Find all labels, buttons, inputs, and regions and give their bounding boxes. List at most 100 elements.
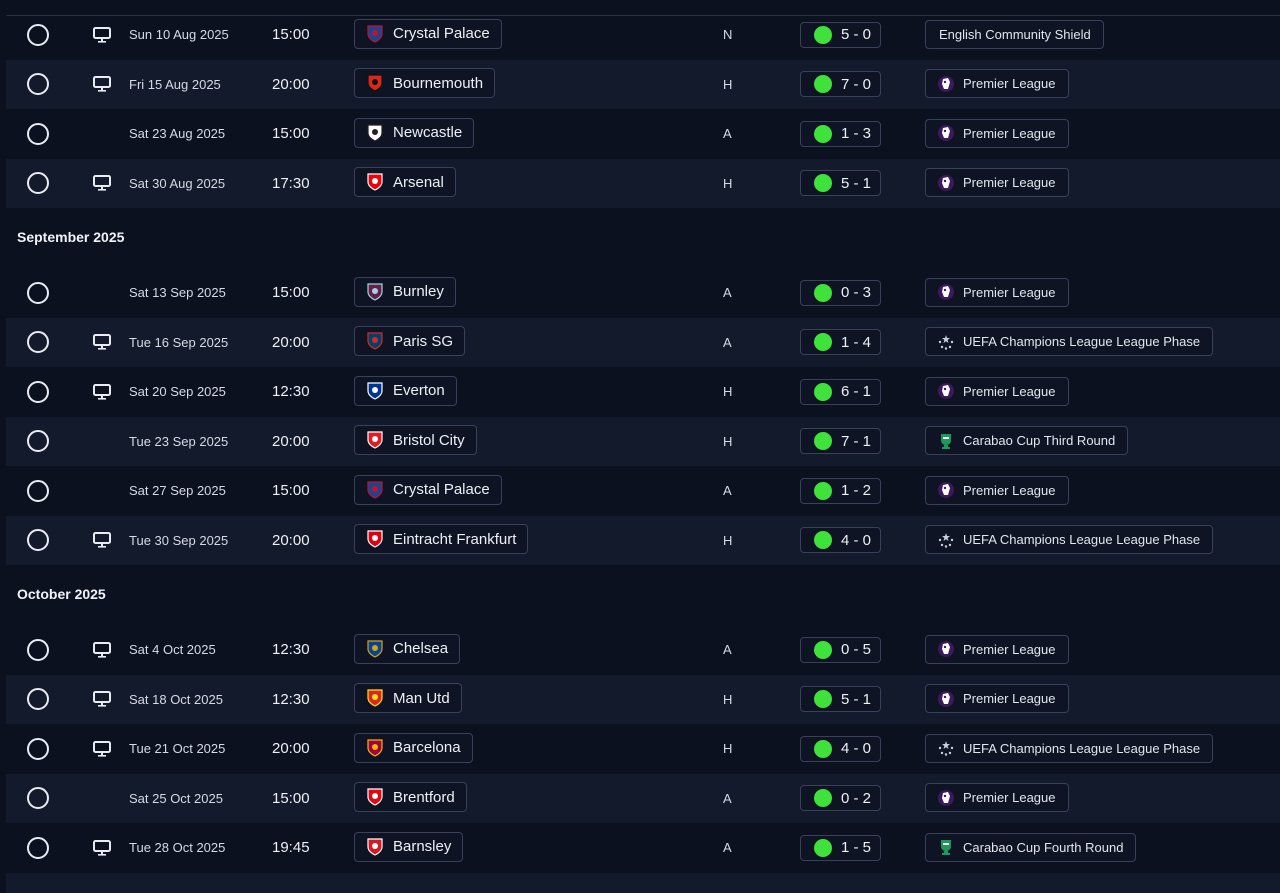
score-text: 1 - 2 [841, 482, 872, 500]
select-radio[interactable] [27, 73, 49, 96]
competition-chip[interactable]: English Community Shield [925, 19, 1104, 49]
select-radio[interactable] [27, 281, 49, 304]
competition-chip[interactable]: Premier League [925, 783, 1069, 813]
opponent-chip[interactable]: Everton [354, 375, 457, 406]
score-chip[interactable]: 0 - 5 [800, 636, 881, 663]
opponent-chip[interactable]: Crystal Palace [354, 18, 502, 49]
match-date: Tue 21 Oct 2025 [129, 741, 226, 757]
competition-name: Carabao Cup Fourth Round [963, 839, 1124, 855]
opponent-chip[interactable]: Eintracht Frankfurt [354, 524, 529, 555]
venue-code: H [723, 433, 733, 449]
opponent-chip[interactable]: Man Utd [354, 683, 462, 714]
select-radio[interactable] [27, 331, 49, 354]
fixture-row[interactable]: Sat 23 Aug 2025 15:00 Newcastle A 1 - 3 Premi… [6, 109, 1280, 159]
fixture-row[interactable]: Sun 10 Aug 2025 15:00 Crystal Palace N 5 - 0… [6, 10, 1280, 60]
select-radio[interactable] [27, 380, 49, 403]
select-radio[interactable] [27, 430, 49, 453]
fixture-row[interactable]: Sat 20 Sep 2025 12:30 Everton H 6 - 1 Premier… [6, 367, 1280, 417]
venue-code: N [723, 27, 733, 43]
fixture-row[interactable]: Tue 28 Oct 2025 19:45 Barnsley A 1 - 5 Caraba… [6, 823, 1280, 873]
opponent-chip[interactable]: Newcastle [354, 117, 475, 148]
competition-chip[interactable]: Premier League [925, 168, 1069, 198]
select-radio[interactable] [27, 172, 49, 195]
score-chip[interactable]: 6 - 1 [800, 378, 881, 405]
select-radio[interactable] [27, 23, 49, 46]
fixture-row[interactable]: Sat 18 Oct 2025 12:30 Man Utd H 5 - 1 Premier… [6, 674, 1280, 724]
score-chip[interactable]: 4 - 0 [800, 735, 881, 762]
competition-chip[interactable]: UEFA Champions League League Phase [925, 327, 1214, 357]
result-win-dot-icon [814, 690, 832, 709]
select-radio[interactable] [27, 479, 49, 502]
score-chip[interactable]: 1 - 2 [800, 477, 881, 504]
premier-league-icon [937, 690, 955, 708]
score-chip[interactable]: 1 - 4 [800, 329, 881, 356]
month-header: October 2025 [6, 565, 1280, 625]
opponent-chip[interactable]: Bournemouth [354, 68, 496, 99]
competition-name: Premier League [963, 790, 1056, 806]
opponent-chip[interactable]: Chelsea [354, 633, 461, 664]
competition-chip[interactable]: UEFA Champions League League Phase [925, 733, 1214, 763]
carabao-cup-icon [937, 432, 955, 450]
competition-chip[interactable]: Premier League [925, 684, 1069, 714]
fixture-row[interactable]: Tue 23 Sep 2025 20:00 Bristol City H 7 - 1 Ca… [6, 416, 1280, 466]
select-radio[interactable] [27, 787, 49, 810]
select-radio[interactable] [27, 638, 49, 661]
opponent-chip[interactable]: Crystal Palace [354, 474, 502, 505]
opponent-chip[interactable]: Barcelona [354, 732, 473, 763]
opponent-chip[interactable]: Arsenal [354, 167, 456, 198]
select-radio[interactable] [27, 836, 49, 859]
score-text: 5 - 1 [841, 690, 872, 708]
select-radio[interactable] [27, 737, 49, 760]
opponent-chip[interactable]: Bristol City [354, 425, 477, 456]
barcelona-crest-icon [365, 738, 385, 758]
newcastle-crest-icon [365, 123, 385, 143]
match-date: Sat 18 Oct 2025 [129, 691, 223, 707]
competition-chip[interactable]: Carabao Cup Third Round [925, 426, 1129, 456]
select-radio[interactable] [27, 688, 49, 711]
fixture-row[interactable]: Tue 30 Sep 2025 20:00 Eintracht Frankfurt H… [6, 515, 1280, 565]
opponent-name: Bristol City [393, 431, 465, 449]
fixture-row[interactable]: Sat 4 Oct 2025 12:30 Chelsea A 0 - 5 Premier … [6, 625, 1280, 675]
score-chip[interactable]: 7 - 0 [800, 71, 881, 98]
competition-chip[interactable]: Premier League [925, 277, 1069, 307]
match-time: 15:00 [272, 125, 310, 143]
fixture-row[interactable]: Sat 30 Aug 2025 17:30 Arsenal H 5 - 1 Premier… [6, 158, 1280, 208]
fixture-row[interactable]: Sat 25 Oct 2025 15:00 Brentford A 0 - 2 Premi… [6, 773, 1280, 823]
competition-chip[interactable]: Premier League [925, 118, 1069, 148]
opponent-chip[interactable]: Burnley [354, 276, 456, 307]
score-chip[interactable]: 5 - 1 [800, 686, 881, 713]
score-chip[interactable]: 0 - 3 [800, 279, 881, 306]
score-text: 5 - 0 [841, 26, 872, 44]
competition-chip[interactable]: Carabao Cup Fourth Round [925, 832, 1137, 862]
fixture-row[interactable]: Sat 13 Sep 2025 15:00 Burnley A 0 - 3 Premier… [6, 268, 1280, 318]
result-win-dot-icon [814, 531, 832, 550]
fixture-row[interactable]: Tue 16 Sep 2025 20:00 Paris SG A 1 - 4 UEFA C… [6, 317, 1280, 367]
competition-chip[interactable]: Premier League [925, 69, 1069, 99]
venue-code: H [723, 532, 733, 548]
score-chip[interactable]: 1 - 3 [800, 120, 881, 147]
opponent-chip[interactable]: Barnsley [354, 831, 464, 862]
opponent-chip[interactable]: Paris SG [354, 326, 466, 357]
select-radio[interactable] [27, 529, 49, 552]
fixture-row[interactable]: Sat 27 Sep 2025 15:00 Crystal Palace A 1 - 2… [6, 466, 1280, 516]
score-chip[interactable]: 5 - 1 [800, 170, 881, 197]
match-time: 20:00 [272, 432, 310, 450]
fixture-row[interactable]: Tue 21 Oct 2025 20:00 Barcelona H 4 - 0 UEFA … [6, 724, 1280, 774]
competition-name: Carabao Cup Third Round [963, 433, 1116, 449]
opponent-chip[interactable]: Brentford [354, 782, 467, 813]
competition-chip[interactable]: UEFA Champions League League Phase [925, 525, 1214, 555]
score-chip[interactable]: 7 - 1 [800, 428, 881, 455]
score-chip[interactable]: 0 - 2 [800, 785, 881, 812]
fixture-row[interactable]: Fri 15 Aug 2025 20:00 Bournemouth H 7 - 0 Pre… [6, 59, 1280, 109]
competition-chip[interactable]: Premier League [925, 376, 1069, 406]
competition-chip[interactable]: Premier League [925, 475, 1069, 505]
score-chip[interactable]: 5 - 0 [800, 21, 881, 48]
match-date: Tue 30 Sep 2025 [129, 532, 229, 548]
competition-name: Premier League [963, 383, 1056, 399]
score-chip[interactable]: 4 - 0 [800, 527, 881, 554]
tv-icon [93, 383, 111, 400]
score-chip[interactable]: 1 - 5 [800, 834, 881, 861]
select-radio[interactable] [27, 122, 49, 145]
score-text: 4 - 0 [841, 740, 872, 758]
competition-chip[interactable]: Premier League [925, 634, 1069, 664]
